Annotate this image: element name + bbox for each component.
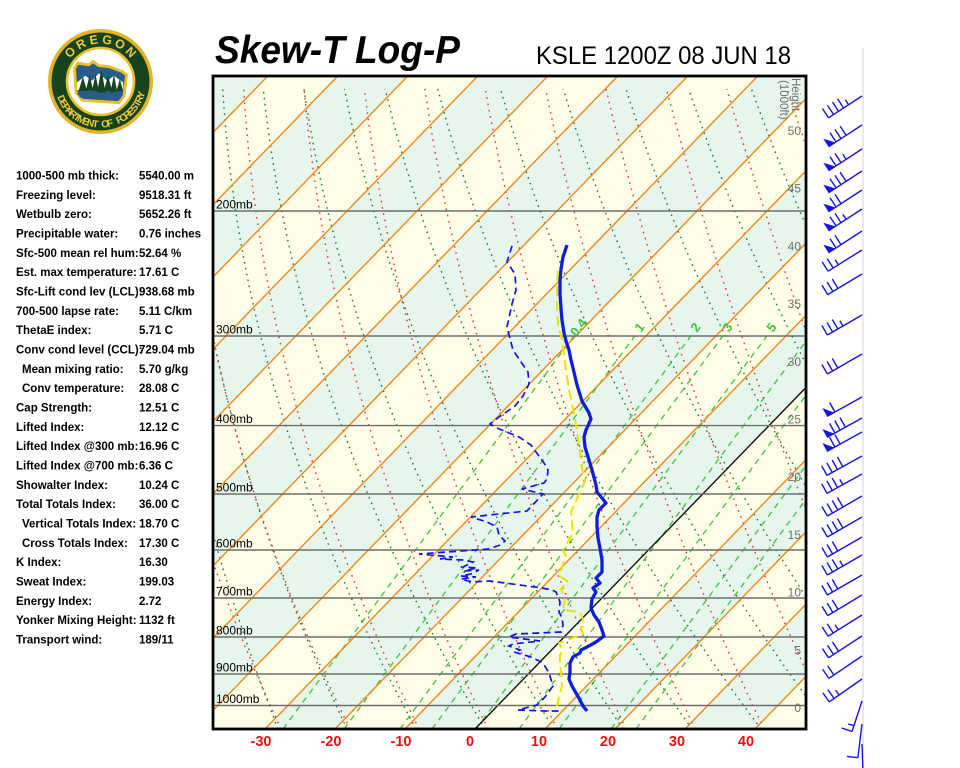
svg-text:Wetbulb zero:: Wetbulb zero: [16, 209, 92, 221]
svg-text:Y: Y [136, 90, 149, 100]
svg-text:0: 0 [466, 734, 474, 750]
svg-text:-20: -20 [321, 734, 342, 750]
svg-text:0: 0 [794, 701, 801, 715]
svg-text:E: E [57, 98, 70, 110]
svg-text:199.03: 199.03 [139, 576, 174, 588]
svg-text:2.72: 2.72 [139, 596, 161, 608]
svg-text:500mb: 500mb [216, 481, 253, 495]
svg-text:K Index:: K Index: [16, 557, 61, 569]
svg-text:1000-500 mb thick:: 1000-500 mb thick: [16, 171, 119, 183]
svg-text:Vertical Totals Index:: Vertical Totals Index: [22, 518, 136, 530]
svg-text:189/11: 189/11 [139, 634, 174, 646]
svg-text:800mb: 800mb [216, 624, 253, 638]
svg-text:5652.26 ft: 5652.26 ft [139, 209, 192, 221]
svg-text:Lifted Index:: Lifted Index: [16, 422, 84, 434]
svg-text:5.11 C/km: 5.11 C/km [139, 306, 192, 318]
svg-text:15: 15 [788, 528, 802, 542]
svg-text:35: 35 [788, 297, 802, 311]
svg-text:O: O [101, 119, 110, 131]
svg-text:T: T [92, 119, 99, 131]
svg-text:Height: Height [789, 78, 801, 112]
svg-text:Energy Index:: Energy Index: [16, 596, 92, 608]
svg-text:F: F [106, 118, 114, 130]
svg-text:ThetaE index:: ThetaE index: [16, 325, 91, 337]
svg-text:10: 10 [788, 586, 802, 600]
svg-text:Est. max temperature:: Est. max temperature: [16, 267, 137, 279]
svg-text:45: 45 [788, 182, 802, 196]
svg-text:17.30 C: 17.30 C [139, 538, 179, 550]
svg-text:Total Totals Index:: Total Totals Index: [16, 499, 116, 511]
svg-text:5: 5 [794, 643, 801, 657]
svg-text:938.68 mb: 938.68 mb [139, 287, 195, 299]
svg-text:700mb: 700mb [216, 585, 253, 599]
svg-text:900mb: 900mb [216, 661, 253, 675]
svg-text:40: 40 [788, 239, 802, 253]
svg-text:6.36 C: 6.36 C [139, 460, 173, 472]
svg-text:12.12 C: 12.12 C [139, 422, 179, 434]
svg-text:36.00 C: 36.00 C [139, 499, 179, 511]
svg-text:Conv temperature:: Conv temperature: [22, 383, 124, 395]
svg-text:12.51 C: 12.51 C [139, 403, 179, 415]
svg-text:Sfc-500 mean rel hum:: Sfc-500 mean rel hum: [16, 248, 139, 260]
svg-text:30: 30 [788, 355, 802, 369]
svg-text:30: 30 [669, 734, 685, 750]
svg-text:10.24 C: 10.24 C [139, 480, 179, 492]
svg-text:16.30: 16.30 [139, 557, 168, 569]
svg-text:E: E [89, 32, 99, 47]
svg-text:Transport wind:: Transport wind: [16, 634, 102, 646]
svg-text:Mean mixing ratio:: Mean mixing ratio: [22, 364, 124, 376]
svg-text:700-500 lapse rate:: 700-500 lapse rate: [16, 306, 119, 318]
svg-text:600mb: 600mb [216, 537, 253, 551]
svg-text:1132 ft: 1132 ft [139, 615, 175, 627]
svg-text:F: F [114, 114, 124, 127]
svg-text:16.96 C: 16.96 C [139, 441, 179, 453]
svg-text:10: 10 [531, 734, 547, 750]
svg-text:52.64 %: 52.64 % [139, 248, 181, 260]
svg-text:D: D [54, 94, 67, 105]
svg-text:40: 40 [738, 734, 754, 750]
svg-text:50: 50 [788, 124, 802, 138]
svg-text:KSLE 1200Z 08 JUN 18: KSLE 1200Z 08 JUN 18 [536, 42, 791, 70]
svg-text:28.08 C: 28.08 C [139, 383, 179, 395]
svg-text:T: T [131, 99, 144, 110]
svg-text:Precipitable water:: Precipitable water: [16, 229, 118, 241]
svg-text:200mb: 200mb [216, 198, 253, 212]
svg-text:18.70 C: 18.70 C [139, 518, 179, 530]
svg-text:Skew-T Log-P: Skew-T Log-P [215, 29, 461, 72]
svg-text:729.04 mb: 729.04 mb [139, 345, 195, 357]
svg-text:G: G [101, 32, 113, 47]
svg-text:Cross Totals Index:: Cross Totals Index: [22, 538, 128, 550]
svg-text:Cap Strength:: Cap Strength: [16, 403, 92, 415]
svg-text:Sweat Index:: Sweat Index: [16, 576, 86, 588]
svg-text:1000mb: 1000mb [216, 692, 260, 706]
svg-text:20: 20 [788, 470, 802, 484]
svg-text:T: T [71, 112, 82, 125]
svg-text:Lifted Index @300 mb:: Lifted Index @300 mb: [16, 441, 138, 453]
svg-text:300mb: 300mb [216, 323, 253, 337]
svg-text:Freezing level:: Freezing level: [16, 190, 96, 202]
svg-text:0.76 inches: 0.76 inches [139, 229, 201, 241]
svg-text:17.61 C: 17.61 C [139, 267, 179, 279]
svg-text:Lifted Index @700 mb:: Lifted Index @700 mb: [16, 460, 138, 472]
svg-text:-10: -10 [391, 734, 412, 750]
svg-text:Yonker Mixing Height:: Yonker Mixing Height: [16, 615, 137, 627]
svg-text:(1000ft): (1000ft) [777, 80, 789, 120]
svg-text:5.70 g/kg: 5.70 g/kg [139, 364, 188, 376]
svg-text:400mb: 400mb [216, 412, 253, 426]
svg-text:Showalter Index:: Showalter Index: [16, 480, 108, 492]
svg-text:E: E [81, 116, 91, 129]
svg-text:N: N [86, 118, 96, 130]
svg-text:5.71 C: 5.71 C [139, 325, 173, 337]
svg-text:-30: -30 [251, 734, 272, 750]
svg-text:20: 20 [600, 734, 616, 750]
svg-text:R: R [134, 93, 147, 105]
svg-text:25: 25 [788, 413, 802, 427]
svg-text:9518.31 ft: 9518.31 ft [139, 190, 192, 202]
svg-text:Conv cond level (CCL):: Conv cond level (CCL): [16, 345, 143, 357]
svg-text:Sfc-Lift cond lev (LCL):: Sfc-Lift cond lev (LCL): [16, 287, 143, 299]
svg-text:5540.00 m: 5540.00 m [139, 171, 194, 183]
